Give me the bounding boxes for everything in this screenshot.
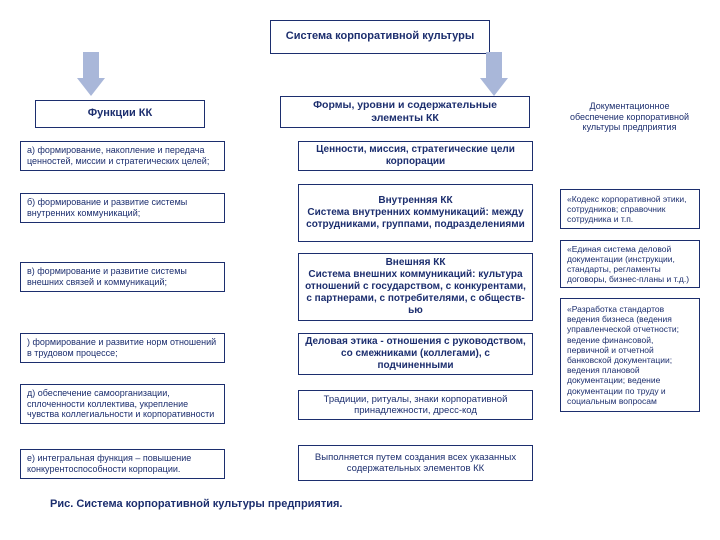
col3-b: «Единая система деловой документации (ин…: [560, 240, 700, 288]
col1-d: ) формирование и развитие норм отношений…: [20, 333, 225, 363]
col2-header-text: Формы, уровни и содержательные элементы …: [287, 99, 523, 124]
col1-a-text: а) формирование, накопление и передача ц…: [27, 145, 218, 167]
col2-b-text: Система внутренних коммуникаций: между с…: [305, 207, 526, 231]
col2-b: Внутренняя КК Система внутренних коммуни…: [298, 184, 533, 242]
col2-c-text: Система внешних коммуникаций: культура о…: [305, 269, 526, 317]
col3-a-text: «Кодекс корпоративной этики, сотрудников…: [567, 194, 693, 225]
col2-e: Традиции, ритуалы, знаки корпоративной п…: [298, 390, 533, 420]
col2-a: Ценности, миссия, стратегические цели ко…: [298, 141, 533, 171]
col2-f: Выполняется путем создания всех указанны…: [298, 445, 533, 481]
col3-header: Документационное обеспечение корпоративн…: [562, 94, 697, 140]
col1-c-text: в) формирование и развитие системы внешн…: [27, 266, 218, 288]
arrow-left: [77, 78, 105, 96]
col1-header: Функции КК: [35, 100, 205, 128]
col2-b-title: Внутренняя КК: [378, 195, 452, 207]
col3-a: «Кодекс корпоративной этики, сотрудников…: [560, 189, 700, 229]
arrow-right: [480, 78, 508, 96]
col1-b-text: б) формирование и развитие системы внутр…: [27, 197, 218, 219]
col2-d: Деловая этика - отношения с руководством…: [298, 333, 533, 375]
col1-b: б) формирование и развитие системы внутр…: [20, 193, 225, 223]
col2-e-text: Традиции, ритуалы, знаки корпоративной п…: [305, 394, 526, 417]
col1-f-text: е) интегральная функция – повышение конк…: [27, 453, 218, 475]
col1-e: д) обеспечение самоорганизации, сплоченн…: [20, 384, 225, 424]
caption-text: Рис. Система корпоративной культуры пред…: [50, 498, 342, 510]
title-text: Система корпоративной культуры: [286, 30, 474, 43]
col1-c: в) формирование и развитие системы внешн…: [20, 262, 225, 292]
col2-header: Формы, уровни и содержательные элементы …: [280, 96, 530, 128]
col1-e-text: д) обеспечение самоорганизации, сплоченн…: [27, 388, 218, 420]
col3-b-text: «Единая система деловой документации (ин…: [567, 244, 693, 285]
col2-c-title: Внешняя КК: [386, 257, 446, 269]
col1-f: е) интегральная функция – повышение конк…: [20, 449, 225, 479]
col1-header-text: Функции КК: [88, 107, 152, 120]
figure-caption: Рис. Система корпоративной культуры пред…: [50, 498, 342, 510]
col2-a-text: Ценности, миссия, стратегические цели ко…: [305, 144, 526, 168]
col1-d-text: ) формирование и развитие норм отношений…: [27, 337, 218, 359]
col3-c-text: «Разработка стандартов ведения бизнеса (…: [567, 304, 693, 406]
col3-header-text: Документационное обеспечение корпоративн…: [568, 101, 691, 133]
title-box: Система корпоративной культуры: [270, 20, 490, 54]
col1-a: а) формирование, накопление и передача ц…: [20, 141, 225, 171]
col2-c: Внешняя КК Система внешних коммуникаций:…: [298, 253, 533, 321]
col2-d-text: Деловая этика - отношения с руководством…: [305, 336, 526, 372]
col2-f-text: Выполняется путем создания всех указанны…: [305, 452, 526, 475]
col3-c: «Разработка стандартов ведения бизнеса (…: [560, 298, 700, 412]
